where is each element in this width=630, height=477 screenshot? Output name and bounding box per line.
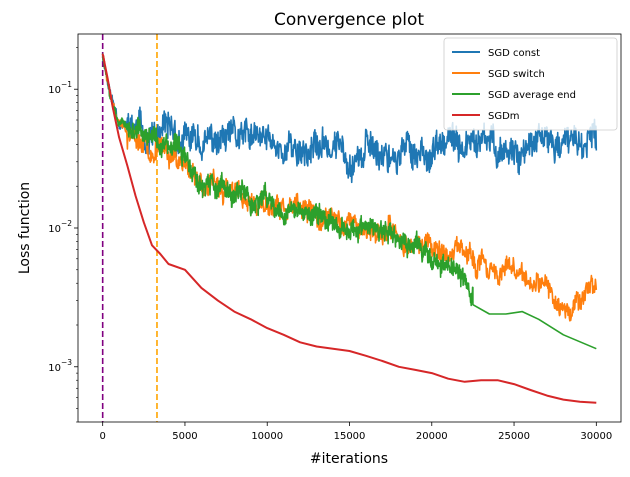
- x-tick-label: 25000: [498, 431, 530, 442]
- x-tick-label: 30000: [580, 431, 612, 442]
- legend: SGD const SGD switch SGD average end SGDm: [443, 37, 618, 131]
- legend-box: [443, 37, 618, 131]
- x-tick-label: 20000: [416, 431, 448, 442]
- y-tick-label: 10−1: [48, 80, 72, 96]
- series-line-sgd-switch: [101, 54, 598, 322]
- y-tick-label: 10−3: [48, 358, 72, 374]
- legend-label: SGD const: [488, 48, 540, 59]
- legend-label: SGD switch: [488, 69, 545, 80]
- series-line-sgdm: [101, 53, 597, 404]
- legend-label: SGD average end: [488, 90, 576, 101]
- series-line-sgd-const: [101, 55, 598, 184]
- x-tick-label: 10000: [251, 431, 283, 442]
- y-axis-label: Loss function: [17, 182, 33, 274]
- series-line-sgd-average-end: [101, 53, 597, 350]
- x-axis-label: #iterations: [310, 451, 388, 467]
- y-tick-label: 10−2: [48, 219, 72, 235]
- y-axis: 10−3 10−2 10−1: [48, 47, 78, 423]
- x-tick-label: 15000: [334, 431, 366, 442]
- x-tick-label: 0: [99, 431, 105, 442]
- x-tick-label: 5000: [172, 431, 197, 442]
- chart-title: Convergence plot: [274, 10, 424, 30]
- plot-area: [101, 34, 598, 422]
- x-axis: 0 5000 10000 15000 20000 25000 30000: [99, 422, 612, 442]
- legend-label: SGDm: [488, 111, 520, 122]
